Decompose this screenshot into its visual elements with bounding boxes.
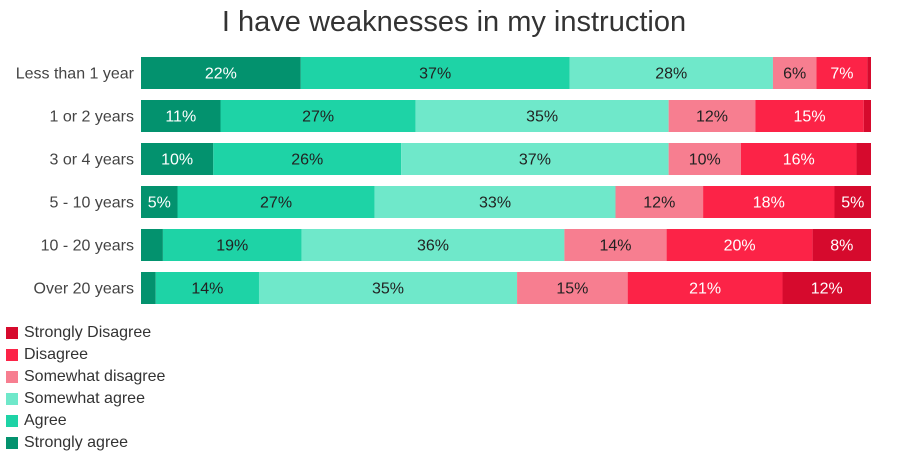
chart-plot-area: Less than 1 year 22% 37% 28% 6% 7% 1 or 2 year… bbox=[16, 57, 871, 304]
data-label: 20% bbox=[724, 238, 756, 255]
legend-label: Strongly agree bbox=[24, 434, 129, 451]
bar-segment bbox=[374, 186, 616, 218]
bar-segment bbox=[141, 143, 214, 175]
bar-segment bbox=[740, 143, 857, 175]
bar-segment bbox=[834, 186, 871, 218]
data-label: 15% bbox=[794, 109, 826, 126]
bar-segment bbox=[772, 57, 817, 89]
bar-segment bbox=[668, 100, 756, 132]
bar-segment bbox=[401, 143, 669, 175]
bar-segment bbox=[213, 143, 402, 175]
bar-segment bbox=[564, 229, 667, 261]
bar-segment bbox=[666, 229, 813, 261]
bar-segment bbox=[627, 272, 783, 304]
bar-segment bbox=[812, 229, 871, 261]
data-label: 26% bbox=[291, 152, 323, 169]
data-label: 35% bbox=[526, 109, 558, 126]
legend-swatch bbox=[6, 371, 18, 383]
category-label: 3 or 4 years bbox=[50, 152, 134, 169]
bar-segment bbox=[141, 57, 301, 89]
data-label: 12% bbox=[643, 195, 675, 212]
legend-swatch bbox=[6, 415, 18, 427]
category-label: Over 20 years bbox=[34, 281, 134, 298]
data-label: 33% bbox=[479, 195, 511, 212]
category-label: Less than 1 year bbox=[16, 66, 135, 83]
bar-segment bbox=[668, 143, 741, 175]
legend-item: Strongly Disagree bbox=[6, 322, 165, 344]
bar-segment bbox=[155, 272, 259, 304]
category-label: 10 - 20 years bbox=[41, 238, 134, 255]
bar-segment bbox=[301, 229, 565, 261]
bar-segment bbox=[615, 186, 704, 218]
bar-segment bbox=[863, 100, 871, 132]
data-label: 35% bbox=[372, 281, 404, 298]
bar-segment bbox=[141, 229, 163, 261]
data-label: 16% bbox=[783, 152, 815, 169]
legend-item: Strongly agree bbox=[6, 432, 165, 454]
bar-segment bbox=[300, 57, 570, 89]
bar-segment bbox=[867, 57, 871, 89]
data-label: 14% bbox=[191, 281, 223, 298]
category-label: 1 or 2 years bbox=[50, 109, 134, 126]
bar-segment bbox=[856, 143, 871, 175]
bar-segment bbox=[220, 100, 416, 132]
data-label: 10% bbox=[689, 152, 721, 169]
bar-segment bbox=[258, 272, 518, 304]
data-label: 36% bbox=[417, 238, 449, 255]
bar-segment bbox=[141, 186, 178, 218]
bar-segment bbox=[703, 186, 835, 218]
bar-segment bbox=[141, 100, 221, 132]
data-label: 7% bbox=[830, 66, 853, 83]
data-label: 5% bbox=[841, 195, 864, 212]
data-label: 12% bbox=[696, 109, 728, 126]
data-label: 37% bbox=[519, 152, 551, 169]
legend-label: Agree bbox=[24, 412, 67, 429]
bar-segment bbox=[517, 272, 628, 304]
data-label: 8% bbox=[830, 238, 853, 255]
data-label: 27% bbox=[302, 109, 334, 126]
legend-label: Somewhat agree bbox=[24, 390, 145, 407]
data-label: 18% bbox=[753, 195, 785, 212]
bar-segment bbox=[141, 272, 156, 304]
data-label: 28% bbox=[655, 66, 687, 83]
bar-segment bbox=[162, 229, 302, 261]
legend-label: Disagree bbox=[24, 346, 89, 363]
data-label: 21% bbox=[689, 281, 721, 298]
legend-label: Somewhat disagree bbox=[24, 368, 166, 385]
data-label: 27% bbox=[260, 195, 292, 212]
legend-swatch bbox=[6, 327, 18, 339]
data-label: 6% bbox=[783, 66, 806, 83]
legend-item: Agree bbox=[6, 410, 165, 432]
legend-label: Strongly Disagree bbox=[24, 324, 152, 341]
legend-swatch bbox=[6, 349, 18, 361]
data-label: 5% bbox=[148, 195, 171, 212]
bar-segment bbox=[415, 100, 669, 132]
data-label: 15% bbox=[556, 281, 588, 298]
bar-segment bbox=[755, 100, 864, 132]
data-label: 12% bbox=[811, 281, 843, 298]
legend-swatch bbox=[6, 393, 18, 405]
bar-segment bbox=[816, 57, 868, 89]
bar-segment bbox=[782, 272, 871, 304]
category-label: 5 - 10 years bbox=[50, 195, 134, 212]
data-label: 10% bbox=[161, 152, 193, 169]
data-label: 37% bbox=[419, 66, 451, 83]
legend-item: Disagree bbox=[6, 344, 165, 366]
bar-segment bbox=[569, 57, 773, 89]
bar-segment bbox=[177, 186, 375, 218]
legend-item: Somewhat disagree bbox=[6, 366, 165, 388]
data-label: 22% bbox=[205, 66, 237, 83]
data-label: 14% bbox=[599, 238, 631, 255]
legend-item: Somewhat agree bbox=[6, 388, 165, 410]
chart-legend: Strongly Disagree Disagree Somewhat disagr… bbox=[6, 322, 165, 454]
legend-swatch bbox=[6, 437, 18, 449]
data-label: 19% bbox=[216, 238, 248, 255]
data-label: 11% bbox=[165, 109, 196, 126]
chart-title: I have weaknesses in my instruction bbox=[221, 6, 687, 38]
